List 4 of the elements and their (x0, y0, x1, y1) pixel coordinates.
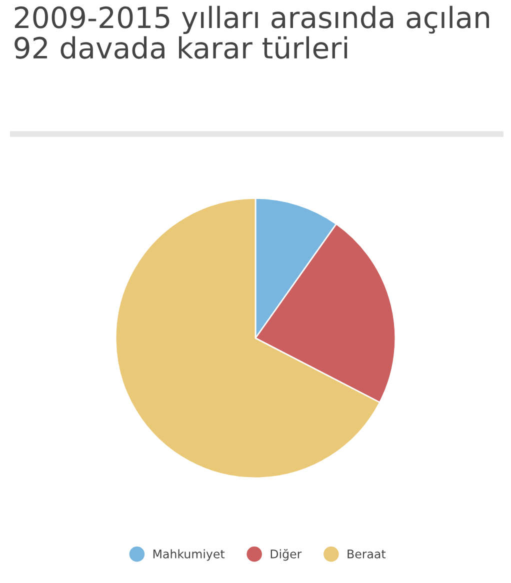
legend-label: Diğer (270, 548, 302, 561)
legend-label: Beraat (348, 550, 386, 558)
legend-label: Mahkumiyet (153, 549, 225, 561)
chart-title: 2009-2015 yılları arasında açılan 92 davada karar türleri (14, 6, 490, 59)
